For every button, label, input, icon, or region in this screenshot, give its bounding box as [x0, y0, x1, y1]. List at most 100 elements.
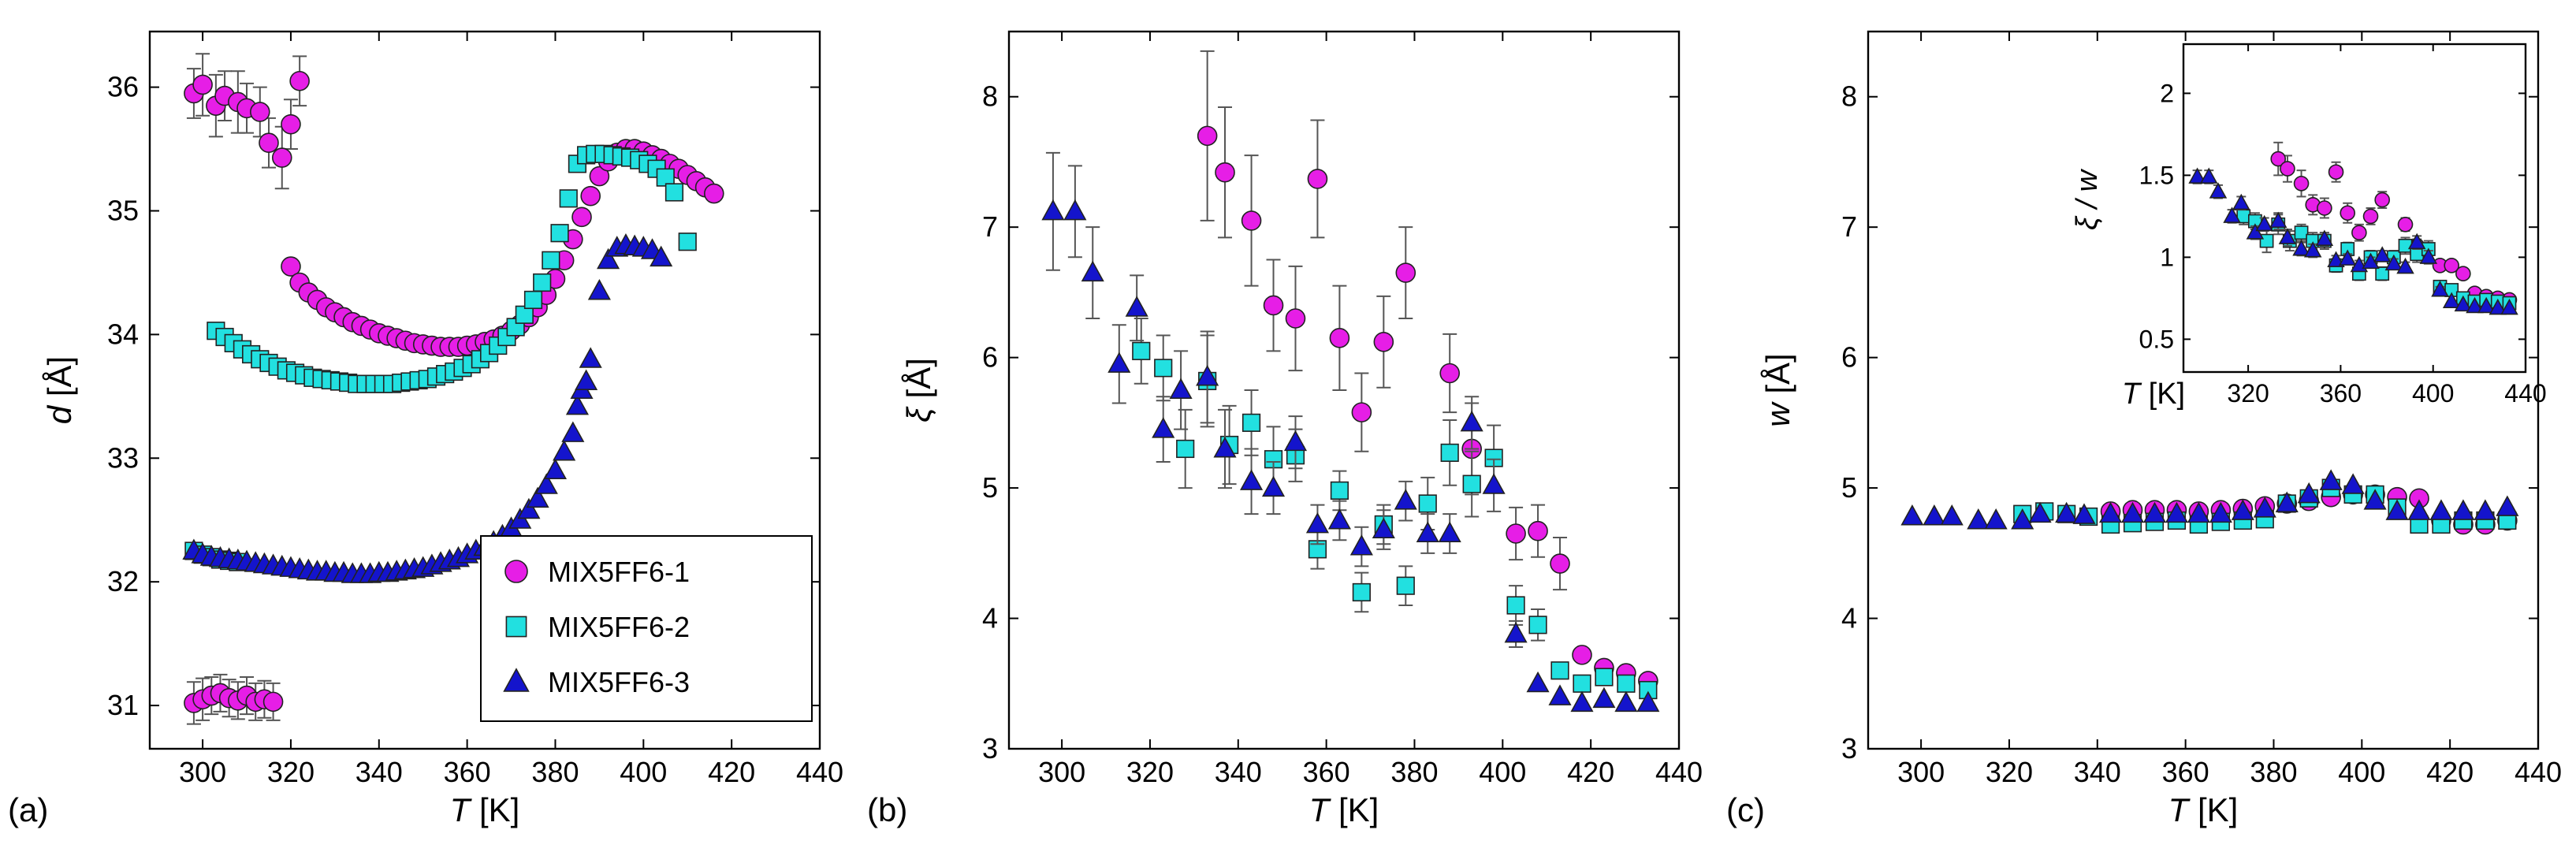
data-point-triangle: [2429, 499, 2453, 520]
inset-data-point-triangle: [2255, 214, 2273, 232]
data-point-circle: [259, 132, 279, 154]
y-axis-label: ξ [Å]: [900, 358, 937, 422]
inset-data-point-triangle: [2419, 247, 2438, 264]
data-point-triangle: [1213, 436, 1237, 458]
x-axis-label-symbol: T: [2168, 791, 2191, 828]
inset-x-tick-label: 400: [2412, 379, 2454, 407]
inset-data-point-triangle: [2209, 182, 2228, 199]
x-tick-label: 400: [620, 756, 667, 788]
data-point-triangle: [2187, 501, 2210, 523]
x-tick-label: 420: [708, 756, 755, 788]
data-point-triangle: [1482, 473, 1506, 494]
inset-data-point-triangle: [2477, 296, 2496, 314]
inset-data-point-triangle: [2188, 167, 2206, 184]
inset-x-tick-label: 320: [2227, 379, 2269, 407]
x-tick-label: 320: [1986, 756, 2033, 788]
inset-data-point-circle: [2280, 161, 2295, 177]
data-point-circle: [580, 185, 601, 207]
inset-data-point-triangle: [2454, 295, 2473, 312]
panel-label: (b): [867, 791, 907, 828]
data-point-circle: [1285, 308, 1306, 329]
inset-data-point-triangle: [2269, 211, 2288, 229]
y-axis-label-symbol: ξ: [900, 406, 937, 422]
data-point-triangle: [1416, 521, 1439, 543]
panel-b: 300 320 340 360 380 400 420 440 3 4 5 6 7 8 T [K] ξ [Å]…: [867, 30, 1703, 828]
data-point-triangle: [2496, 495, 2519, 516]
legend-marker-triangle: [503, 668, 530, 692]
data-point-circle: [589, 166, 610, 187]
inset-data-point-triangle: [2500, 298, 2518, 315]
legend: MIX5FF6-1 MIX5FF6-2 MIX5FF6-3: [480, 535, 813, 722]
x-axis-label-unit: [K]: [2188, 791, 2238, 828]
x-axis-label-symbol: T: [1309, 791, 1332, 828]
panel-c: 300 320 340 360 380 400 420 440 3 4 5 6 7 8 T [K] w [Å]…: [1726, 30, 2562, 828]
data-point-square: [1506, 596, 1525, 615]
data-point-square: [1528, 616, 1547, 634]
inset-y-axis-label: ξ / w: [2071, 168, 2104, 230]
inset-data-point-square: [2294, 225, 2309, 240]
data-point-triangle: [2363, 489, 2387, 510]
y-axis-label: w [Å]: [1759, 353, 1796, 426]
inset-data-point-triangle: [2232, 193, 2250, 210]
inset-data-point-triangle: [2384, 254, 2403, 271]
data-point-triangle: [1570, 690, 1594, 713]
y-tick-label: 5: [1841, 471, 1857, 504]
x-tick-label: 380: [531, 756, 579, 788]
data-point-triangle: [1967, 508, 1990, 530]
y-axis-label-symbol: w: [1759, 401, 1796, 427]
data-point-square: [1550, 661, 1569, 680]
data-point-square: [1154, 359, 1173, 378]
inset-data-point-circle: [2397, 216, 2414, 233]
data-point-triangle: [2142, 501, 2167, 523]
x-axis-label-symbol: T: [450, 791, 473, 828]
data-point-triangle: [1592, 687, 1616, 709]
y-tick-label: 4: [982, 602, 998, 634]
data-point-circle: [1329, 328, 1350, 348]
x-tick-label: 440: [1655, 756, 1703, 788]
data-point-triangle: [565, 393, 589, 415]
data-point-triangle: [553, 439, 576, 461]
legend-marker-square: [505, 616, 527, 638]
y-tick-label: 6: [1841, 341, 1857, 374]
plot-frame: [1007, 30, 1681, 750]
inset-data-point-circle: [2374, 192, 2390, 208]
x-tick-label: 300: [1038, 756, 1085, 788]
data-point-square: [1330, 481, 1349, 500]
y-tick-label: 8: [982, 80, 998, 113]
inset-data-point-triangle: [2338, 249, 2357, 266]
data-point-square: [1617, 674, 1636, 693]
inset-data-point-triangle: [2223, 207, 2241, 223]
data-point-triangle: [1372, 517, 1395, 539]
data-point-square: [1352, 582, 1371, 602]
inset-data-point-square: [2259, 233, 2274, 248]
data-point-triangle: [2319, 469, 2343, 490]
inset-data-point-circle: [2340, 205, 2356, 221]
data-point-triangle: [1305, 512, 1330, 534]
data-point-circle: [1373, 331, 1394, 352]
data-point-circle: [1307, 169, 1328, 189]
y-tick-label: 33: [107, 441, 139, 474]
inset-data-point-triangle: [2278, 228, 2297, 244]
legend-label: MIX5FF6-2: [548, 611, 690, 643]
data-point-circle: [703, 183, 724, 204]
y-tick-label: 36: [107, 71, 139, 103]
data-point-square: [664, 183, 684, 202]
inset-data-point-triangle: [2431, 280, 2449, 297]
data-point-triangle: [1526, 671, 1550, 693]
x-tick-label: 320: [267, 756, 315, 788]
data-point-circle: [1528, 520, 1548, 541]
x-tick-label: 360: [444, 756, 491, 788]
data-point-triangle: [2120, 501, 2145, 523]
data-point-triangle: [579, 347, 602, 368]
y-axis-label-unit: [Å]: [1759, 353, 1796, 403]
data-point-triangle: [1940, 504, 1964, 526]
data-point-triangle: [1900, 504, 1924, 526]
data-point-square: [1241, 413, 1261, 432]
data-point-square: [678, 233, 697, 251]
data-point-triangle: [1081, 260, 1104, 282]
panel-label: (c): [1726, 791, 1765, 828]
y-axis-label-symbol: d: [41, 404, 78, 424]
data-point-square: [1462, 474, 1481, 493]
x-axis-label-unit: [K]: [470, 791, 519, 828]
